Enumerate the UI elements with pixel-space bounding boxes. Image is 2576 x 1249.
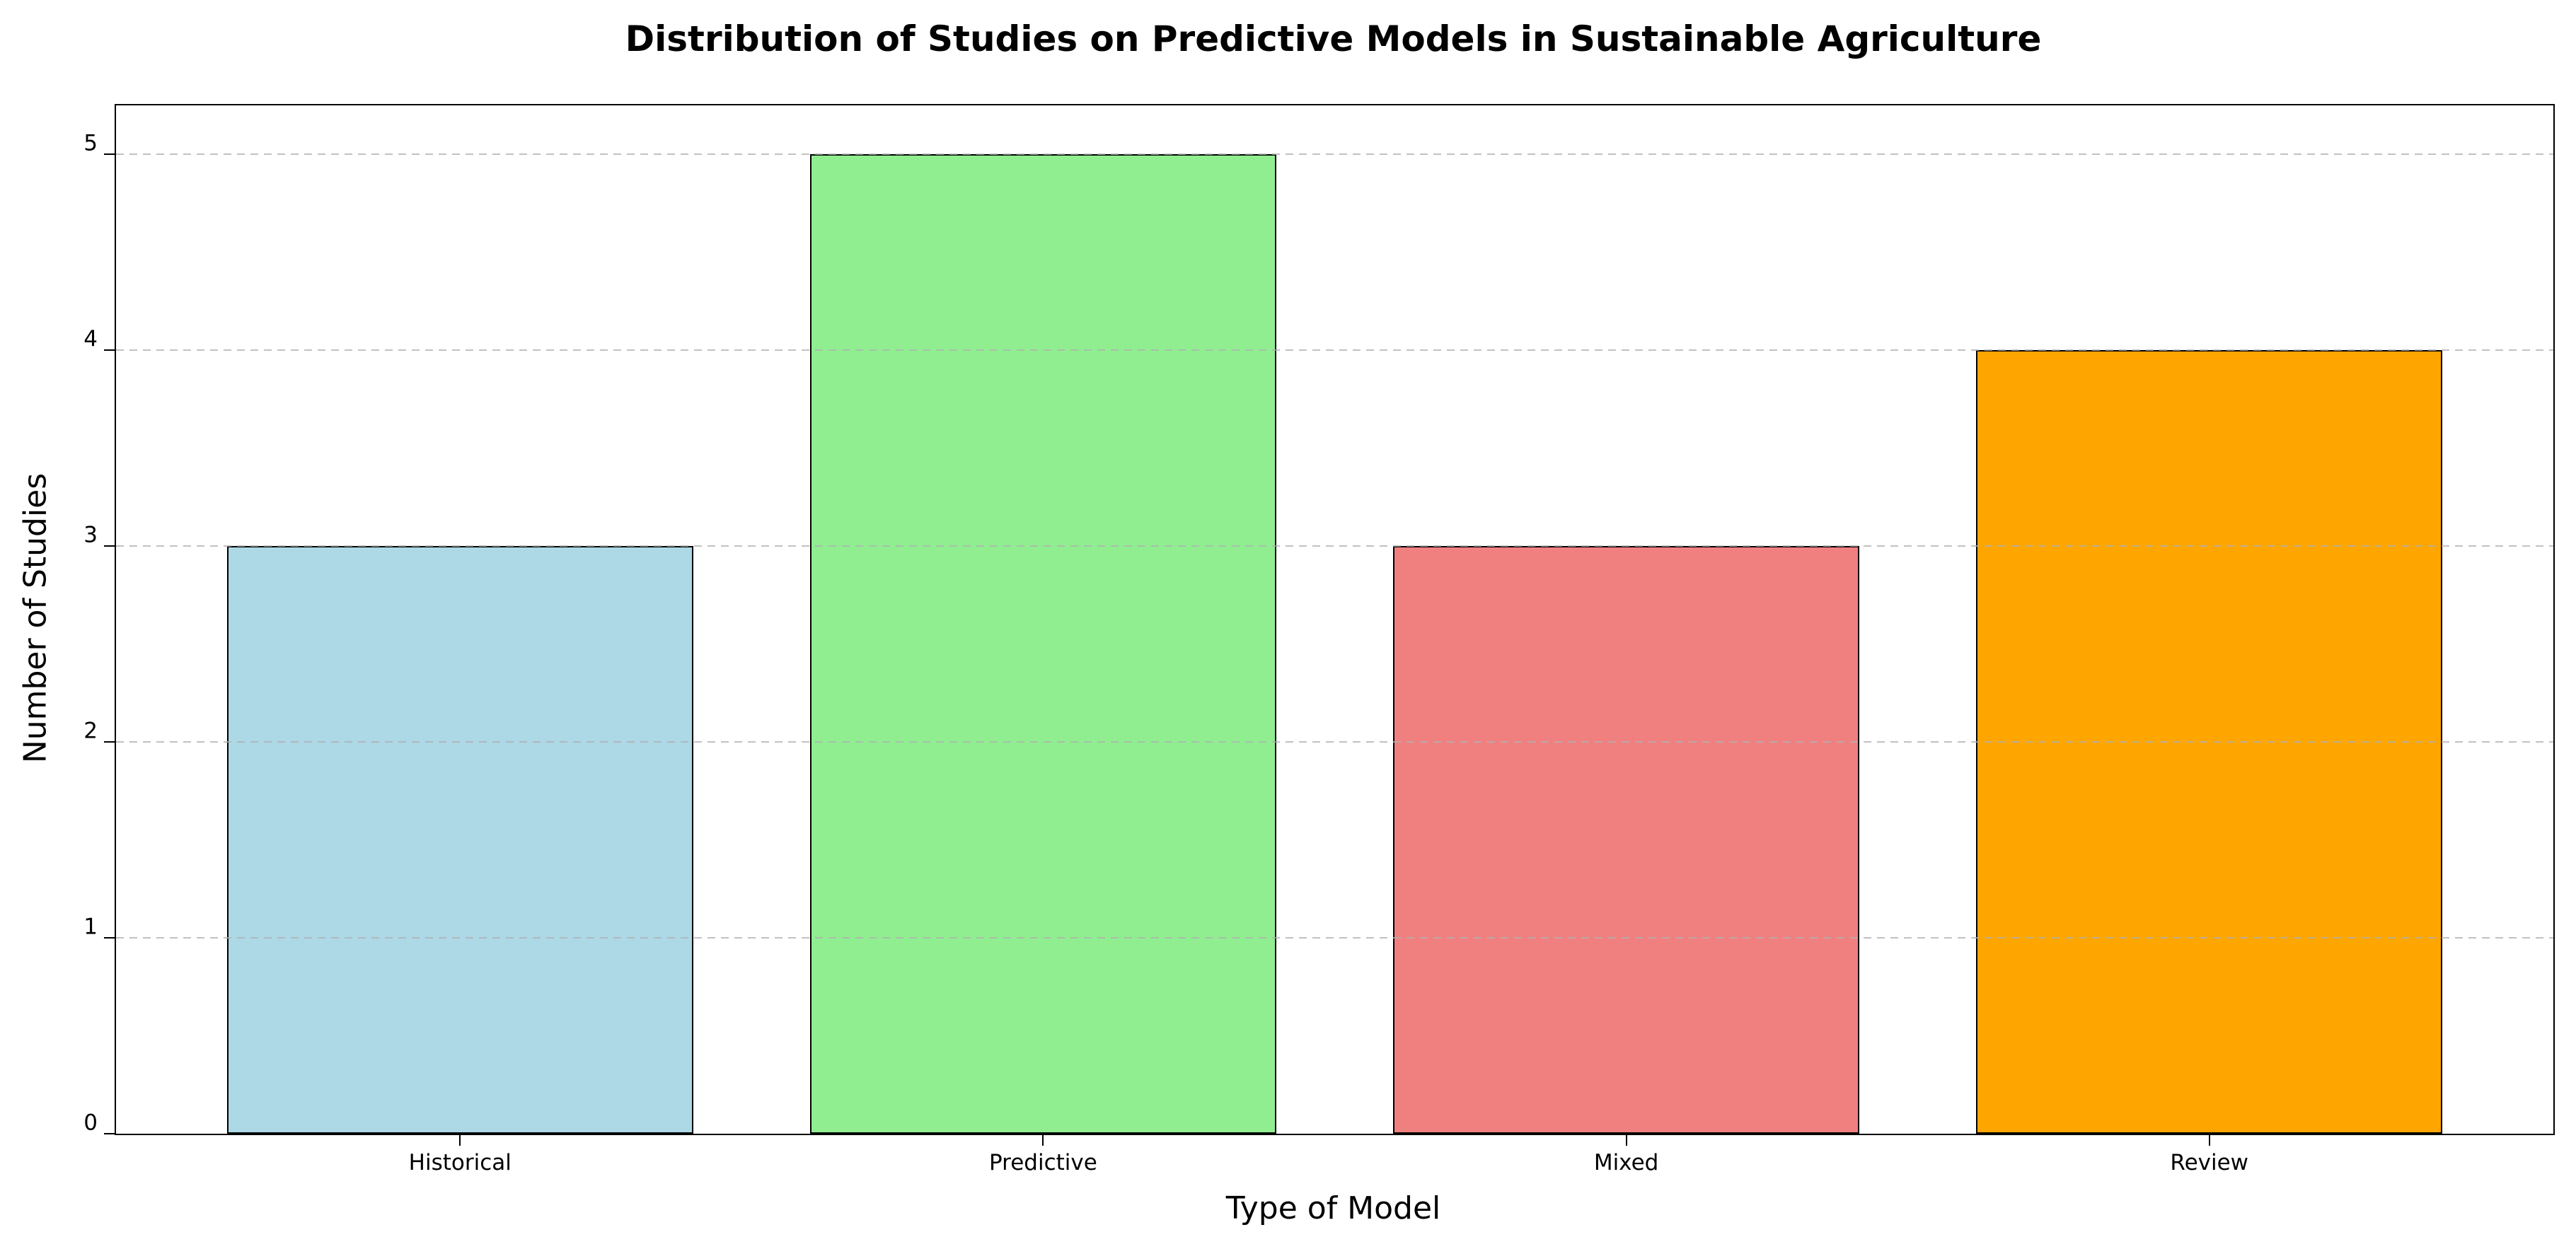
gridline-y-5 (116, 153, 2553, 156)
bar-mixed (1392, 546, 1860, 1134)
y-axis-label: Number of Studies (17, 472, 54, 764)
plot-area: 0 1 2 3 4 5 Historical Predictive Mixed Review (83, 104, 2555, 1174)
y-tick-label-1: 1 (83, 914, 98, 940)
gridline-y-1 (116, 937, 2553, 939)
y-tick-label-4: 4 (83, 326, 98, 352)
x-tick-label-review: Review (2170, 1150, 2249, 1175)
x-tick-label-mixed: Mixed (1593, 1150, 1659, 1175)
y-tick-label-0: 0 (83, 1110, 98, 1136)
y-tick-mark-5 (104, 153, 115, 156)
gridline-y-2 (116, 741, 2553, 743)
y-tick-mark-2 (104, 741, 115, 743)
x-tick-label-predictive: Predictive (989, 1150, 1097, 1175)
x-axis-label: Type of Model (1225, 1190, 1441, 1226)
x-tick-mark-review (2208, 1135, 2210, 1146)
x-tick-mark-historical (459, 1135, 461, 1146)
x-tick-mark-predictive (1042, 1135, 1044, 1146)
y-tick-mark-4 (104, 349, 115, 352)
bar-predictive (809, 154, 1277, 1134)
chart-title: Distribution of Studies on Predictive Mo… (625, 18, 2042, 59)
y-tick-label-3: 3 (83, 522, 98, 548)
y-tick-mark-0 (104, 1133, 115, 1134)
y-tick-label-5: 5 (83, 130, 98, 156)
y-tick-label-2: 2 (83, 718, 98, 744)
y-tick-mark-1 (104, 937, 115, 939)
bar-historical (226, 546, 693, 1134)
y-tick-mark-3 (104, 545, 115, 547)
gridline-y-4 (116, 349, 2553, 352)
x-tick-label-historical: Historical (408, 1150, 512, 1175)
gridline-y-3 (116, 545, 2553, 547)
x-tick-mark-mixed (1625, 1135, 1627, 1146)
